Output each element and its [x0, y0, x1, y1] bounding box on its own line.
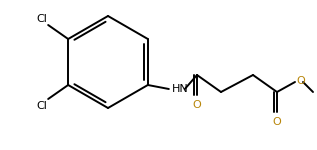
Text: O: O	[296, 76, 305, 86]
Text: O: O	[273, 117, 281, 127]
Text: Cl: Cl	[36, 14, 47, 24]
Text: O: O	[193, 100, 201, 110]
Text: Cl: Cl	[36, 101, 47, 111]
Text: HN: HN	[172, 84, 189, 94]
